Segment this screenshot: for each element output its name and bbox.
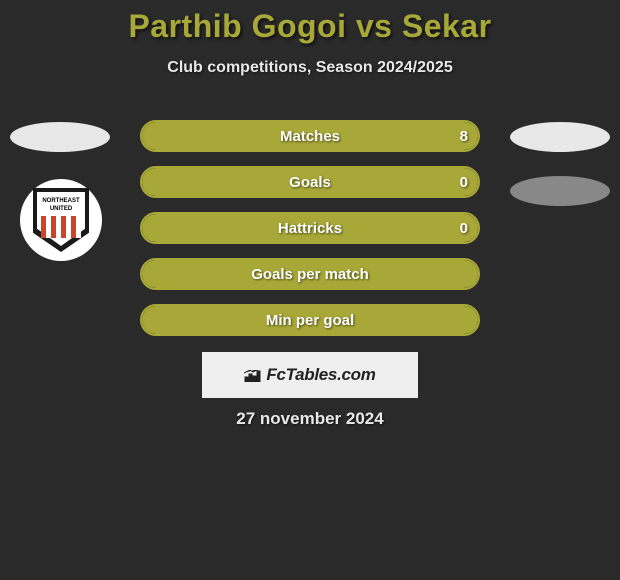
stat-bar-hattricks: Hattricks 0 bbox=[140, 212, 480, 244]
stat-label: Min per goal bbox=[266, 312, 354, 329]
stat-bar-goals-per-match: Goals per match bbox=[140, 258, 480, 290]
club-right-avatar bbox=[510, 176, 610, 206]
stat-bar-goals: Goals 0 bbox=[140, 166, 480, 198]
bar-chart-icon bbox=[244, 369, 262, 381]
stat-label: Hattricks bbox=[278, 220, 342, 237]
brand-badge[interactable]: FcTables.com bbox=[202, 352, 418, 398]
club-name-line1: NORTHEAST bbox=[33, 198, 89, 204]
player-left-avatar bbox=[10, 122, 110, 152]
stat-bar-matches: Matches 8 bbox=[140, 120, 480, 152]
stat-label: Goals bbox=[289, 174, 331, 191]
stat-value: 8 bbox=[460, 128, 468, 145]
page-title: Parthib Gogoi vs Sekar bbox=[0, 0, 620, 45]
player-right-avatar bbox=[510, 122, 610, 152]
stat-value: 0 bbox=[460, 220, 468, 237]
subtitle: Club competitions, Season 2024/2025 bbox=[0, 59, 620, 77]
stat-label: Matches bbox=[280, 128, 340, 145]
club-stripes-icon bbox=[41, 216, 81, 238]
stat-bar-min-per-goal: Min per goal bbox=[140, 304, 480, 336]
stat-label: Goals per match bbox=[251, 266, 369, 283]
club-name-line2: UNITED bbox=[33, 206, 89, 212]
stats-container: Matches 8 Goals 0 Hattricks 0 Goals per … bbox=[140, 120, 480, 350]
brand-text: FcTables.com bbox=[266, 365, 375, 385]
club-shield-icon: NORTHEAST UNITED bbox=[33, 188, 89, 252]
stat-value: 0 bbox=[460, 174, 468, 191]
date-text: 27 november 2024 bbox=[0, 409, 620, 429]
club-left-badge: NORTHEAST UNITED bbox=[20, 179, 102, 261]
